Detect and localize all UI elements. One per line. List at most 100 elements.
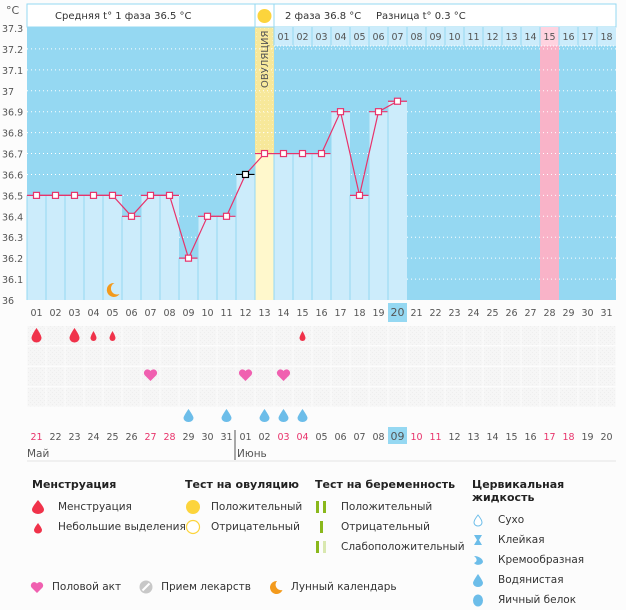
temperature-point (393, 97, 402, 105)
event-cell (388, 346, 407, 366)
event-cell (426, 346, 445, 366)
event-cell (160, 346, 179, 366)
event-cell (578, 346, 597, 366)
event-cell (445, 326, 464, 345)
temperature-point (51, 191, 60, 199)
event-cell (312, 367, 331, 386)
calendar-date-label: 15 (505, 432, 517, 443)
legend-title: Тест на беременность (315, 478, 456, 491)
temperature-bar (236, 174, 255, 300)
event-cell (198, 387, 217, 407)
legend-item: Слабоположительный (315, 537, 465, 557)
spotting-drop-icon (34, 523, 42, 534)
y-tick-label: 36.3 (2, 233, 23, 244)
temperature-bar (369, 111, 388, 300)
event-cell (198, 346, 217, 366)
calendar-date-label: 04 (296, 432, 308, 443)
phase2-day-label: 17 (581, 32, 593, 43)
phase2-day-label: 08 (410, 32, 422, 43)
event-cell (426, 326, 445, 345)
bbt-chart: °C Средняя t° 1 фаза 36.5 °C 2 фаза 36.8… (2, 3, 617, 462)
watery-fluid-icon (259, 409, 270, 422)
x-tick-label: 29 (562, 308, 574, 319)
x-tick-label: 16 (315, 308, 327, 319)
event-cell (578, 326, 597, 345)
calendar-date-label: 06 (334, 432, 346, 443)
phase2-day-label: 04 (334, 32, 346, 43)
temperature-point (260, 149, 269, 158)
x-tick-label: 05 (106, 308, 118, 319)
x-tick-label: 24 (467, 308, 479, 319)
x-tick-label: 23 (448, 308, 460, 319)
event-cell (65, 367, 84, 386)
event-cell (46, 367, 65, 386)
month-label-may: Май (27, 448, 49, 460)
event-cell (103, 387, 122, 407)
temperature-point (279, 149, 288, 158)
temperature-point (298, 149, 307, 158)
x-tick-label: 17 (334, 308, 346, 319)
watery-fluid-icon (183, 409, 194, 422)
event-cell (483, 346, 502, 366)
x-tick-label: 08 (163, 308, 175, 319)
month-label-june: Июнь (237, 448, 267, 460)
event-cell (350, 346, 369, 366)
x-tick-label: 21 (410, 308, 422, 319)
event-cell (426, 387, 445, 407)
phase2-day-label: 02 (296, 32, 308, 43)
legend-item: Половой акт (30, 581, 121, 594)
today-highlight (388, 303, 407, 322)
event-cell (369, 346, 388, 366)
faint-positive-pregnancy-icon (316, 541, 326, 553)
creamy-icon (474, 556, 483, 565)
event-cell (483, 367, 502, 386)
y-tick-label: 36.1 (2, 275, 23, 286)
event-cell (578, 387, 597, 407)
event-cell (388, 367, 407, 386)
calendar-date-label: 10 (410, 432, 422, 443)
phase2-day-label: 10 (448, 32, 460, 43)
event-cell (483, 387, 502, 407)
legend-item: Отрицательный (315, 517, 465, 537)
spotting-drop-icon (109, 331, 116, 341)
phase2-day-label: 18 (600, 32, 612, 43)
temperature-bar (160, 195, 179, 300)
event-cell (540, 387, 559, 407)
phase2-day-label: 03 (315, 32, 327, 43)
event-cell (369, 387, 388, 407)
event-cell (350, 326, 369, 345)
x-tick-label: 01 (30, 308, 42, 319)
x-tick-label: 02 (49, 308, 61, 319)
event-cell (103, 367, 122, 386)
temperature-bar (312, 153, 331, 300)
phase1-average-text: Средняя t° 1 фаза 36.5 °C (55, 11, 192, 22)
heart-icon (30, 581, 44, 593)
x-tick-label: 04 (87, 308, 99, 319)
legend-item: Положительный (185, 497, 302, 517)
calendar-date-label: 20 (600, 432, 612, 443)
phase2-day-label: 12 (486, 32, 498, 43)
event-cell (141, 326, 160, 345)
temperature-bar (255, 153, 274, 300)
y-tick-label: 36.2 (2, 254, 23, 265)
event-cell (445, 346, 464, 366)
calendar-date-label: 11 (429, 432, 441, 443)
x-axis-strip (27, 300, 616, 322)
event-cell (217, 387, 236, 407)
calendar-date-label: 16 (524, 432, 536, 443)
event-cell (179, 346, 198, 366)
temperature-bar (274, 153, 293, 300)
temperature-bar (198, 216, 217, 300)
event-cell (464, 326, 483, 345)
x-tick-label: 07 (144, 308, 156, 319)
event-cell (122, 387, 141, 407)
event-cell (597, 326, 616, 345)
legend-menstruation: Менструация Менструация Небольшие выделе… (32, 478, 186, 537)
x-tick-label: 12 (239, 308, 251, 319)
event-cell (331, 326, 350, 345)
event-cell (217, 326, 236, 345)
temperature-bar (46, 195, 65, 300)
y-tick-label: 37 (2, 87, 14, 98)
event-cell (312, 346, 331, 366)
legend-item: Отрицательный (185, 517, 302, 537)
